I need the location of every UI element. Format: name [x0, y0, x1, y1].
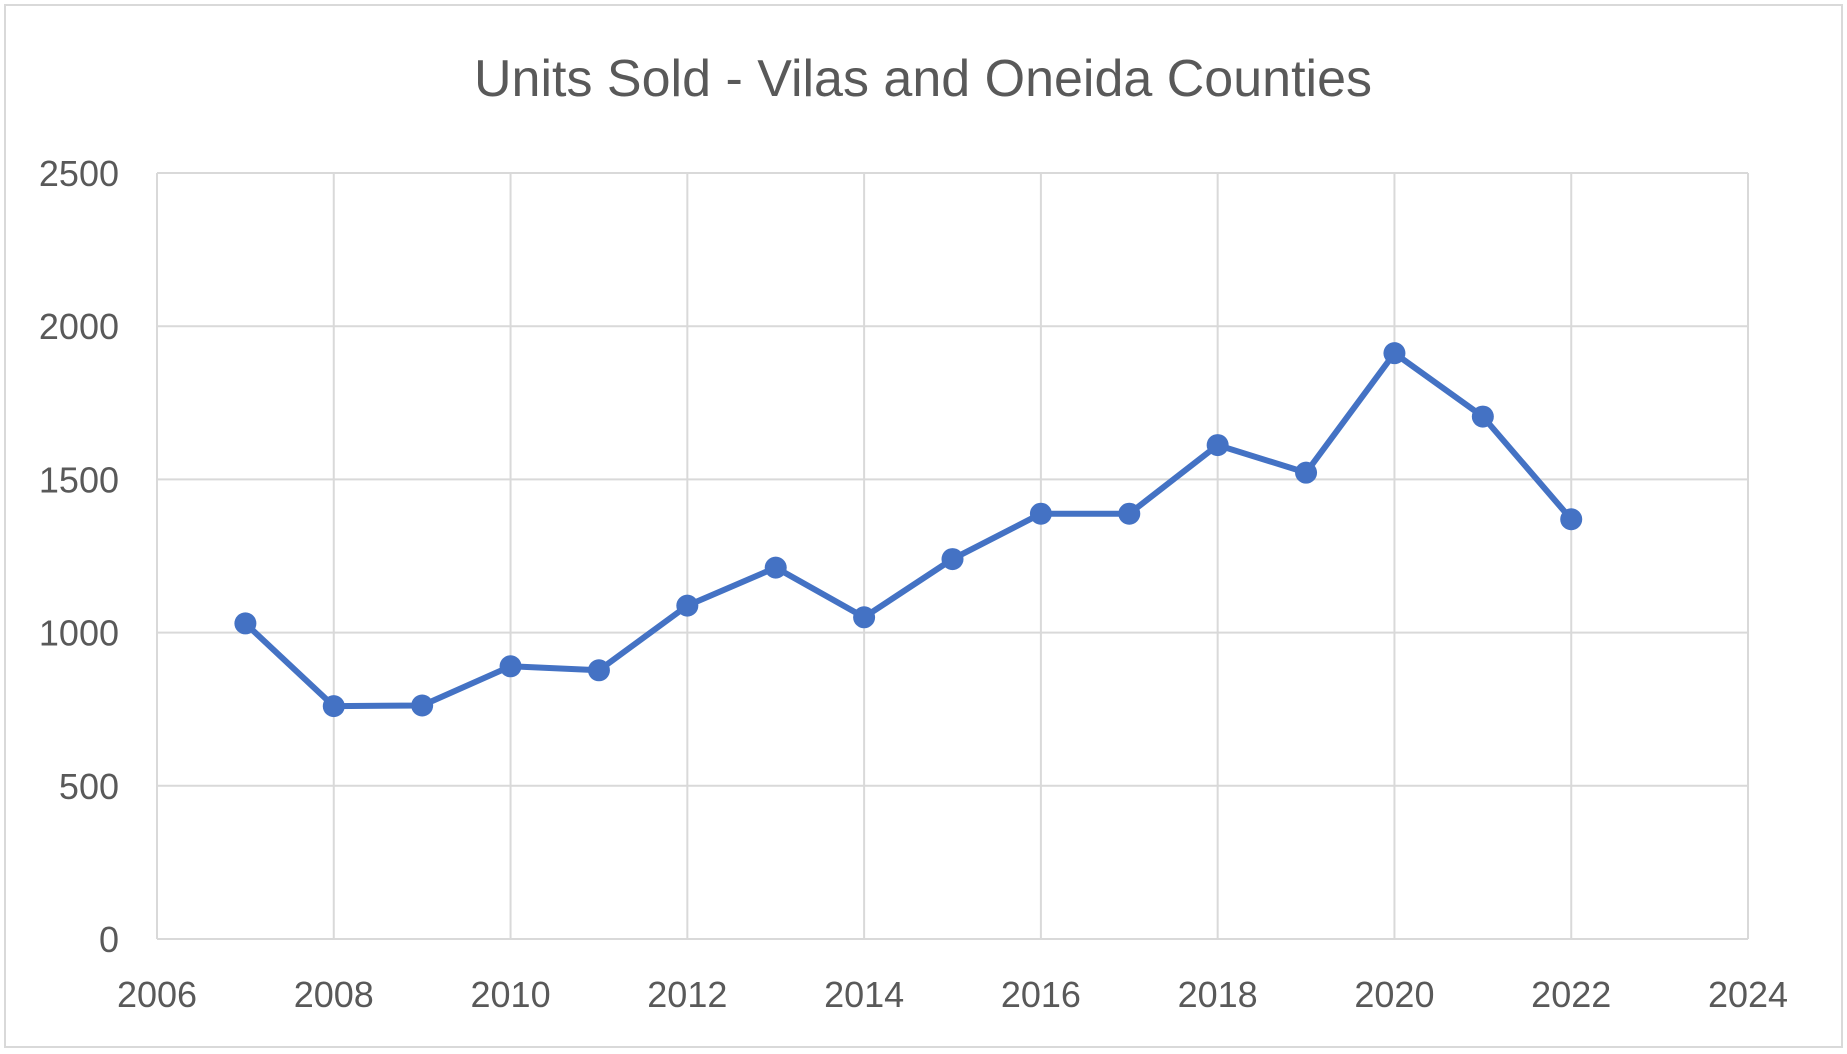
- chart-frame: [4, 4, 1843, 1048]
- data-point-2007: [234, 612, 257, 635]
- data-point-2010: [499, 655, 522, 678]
- data-point-2015: [941, 548, 964, 571]
- x-tick-label: 2018: [1178, 974, 1258, 1015]
- chart-title: Units Sold - Vilas and Oneida Counties: [474, 50, 1372, 108]
- x-tick-label: 2024: [1708, 974, 1788, 1015]
- y-tick-label: 1500: [39, 459, 119, 500]
- data-point-2021: [1471, 405, 1494, 428]
- data-point-2016: [1029, 502, 1052, 525]
- x-axis-tick-labels: 2006 2008 2010 2012 2014 2016 2018 2020 2022 2024: [117, 974, 1788, 1015]
- data-point-2017: [1118, 502, 1141, 525]
- data-point-2008: [322, 695, 345, 718]
- y-axis-tick-labels: 0 500 1000 1500 2000 2500: [39, 153, 119, 960]
- data-point-2012: [676, 594, 699, 617]
- y-tick-label: 2500: [39, 153, 119, 194]
- data-point-2009: [411, 694, 434, 717]
- x-tick-label: 2014: [824, 974, 904, 1015]
- x-tick-label: 2016: [1001, 974, 1081, 1015]
- data-point-2020: [1383, 342, 1406, 365]
- series-layer: [234, 342, 1583, 718]
- data-point-2018: [1206, 434, 1229, 457]
- series-line: [242, 350, 1575, 710]
- data-point-2013: [764, 556, 787, 579]
- x-tick-label: 2020: [1354, 974, 1434, 1015]
- x-tick-label: 2012: [647, 974, 727, 1015]
- y-tick-label: 2000: [39, 306, 119, 347]
- y-tick-label: 0: [99, 919, 119, 960]
- y-tick-label: 1000: [39, 613, 119, 654]
- data-point-2014: [853, 606, 876, 629]
- y-tick-label: 500: [59, 766, 119, 807]
- x-tick-label: 2010: [471, 974, 551, 1015]
- data-point-2022: [1560, 508, 1583, 531]
- x-tick-label: 2006: [117, 974, 197, 1015]
- data-point-2019: [1295, 461, 1318, 484]
- x-tick-label: 2008: [294, 974, 374, 1015]
- x-tick-label: 2022: [1531, 974, 1611, 1015]
- data-point-2011: [587, 659, 610, 682]
- gridlines: [156, 172, 1749, 940]
